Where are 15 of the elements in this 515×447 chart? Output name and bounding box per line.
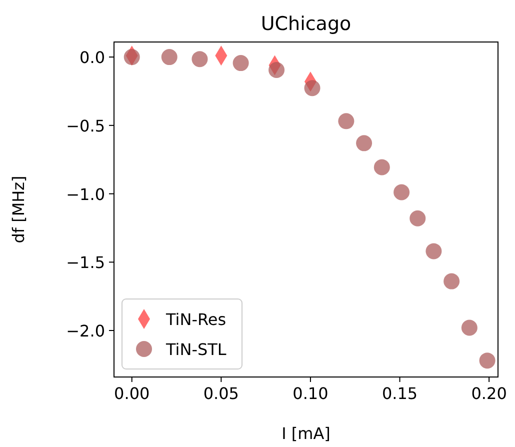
y-axis-title: df [MHz] (9, 176, 28, 244)
x-tick-label: 0.05 (203, 384, 239, 403)
x-tick-label: 0.20 (471, 384, 507, 403)
y-tick-label: −2.0 (66, 322, 105, 341)
y-tick-label: −1.0 (66, 184, 105, 204)
y-tick-label: −1.5 (66, 253, 105, 272)
x-tick-label: 0.15 (382, 384, 418, 403)
chart-title: UChicago (260, 13, 352, 35)
x-tick-label: 0.10 (292, 384, 328, 403)
y-tick-label: −0.5 (66, 116, 105, 136)
x-axis-title: I [mA] (282, 424, 330, 443)
x-tick-label: 0.00 (114, 384, 150, 403)
y-tick-label: 0.0 (80, 48, 105, 68)
legend-label: TiN-STL (165, 340, 226, 359)
legend-label: TiN-Res (165, 310, 226, 329)
